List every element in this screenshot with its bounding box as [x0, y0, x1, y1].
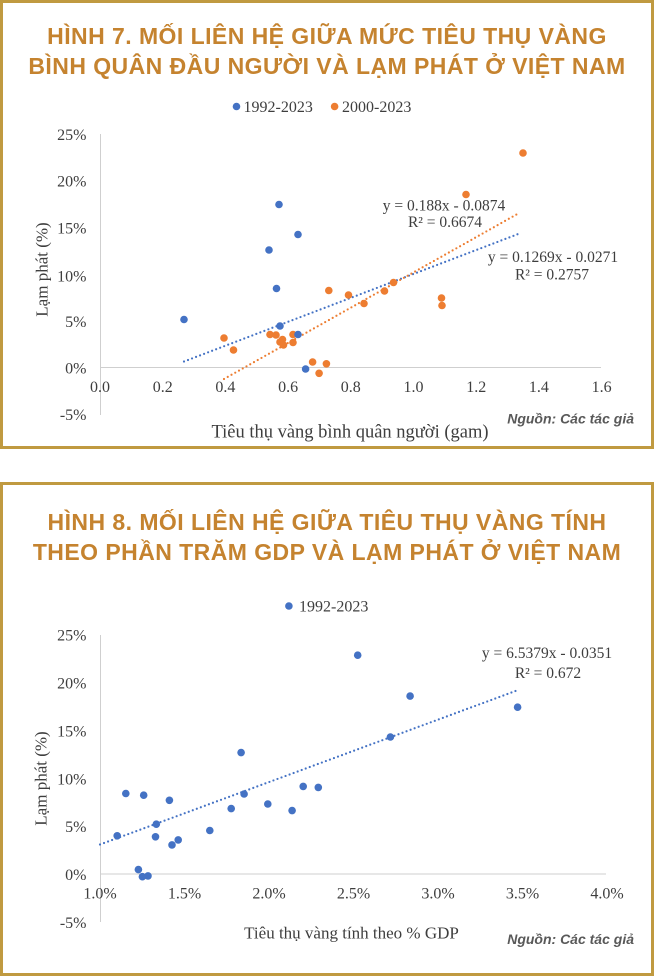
svg-text:5%: 5% — [65, 819, 86, 836]
svg-text:y = 6.5379x - 0.0351: y = 6.5379x - 0.0351 — [482, 645, 612, 662]
svg-text:1.5%: 1.5% — [168, 886, 201, 903]
svg-text:25%: 25% — [57, 127, 86, 144]
svg-text:1.0%: 1.0% — [83, 886, 116, 903]
svg-text:0.4: 0.4 — [215, 379, 235, 396]
svg-text:1.2: 1.2 — [466, 379, 486, 396]
svg-text:3.0%: 3.0% — [421, 886, 454, 903]
svg-text:0.8: 0.8 — [341, 379, 361, 396]
svg-text:10%: 10% — [57, 268, 86, 285]
svg-text:y = 0.188x - 0.0874: y = 0.188x - 0.0874 — [383, 197, 506, 214]
svg-text:15%: 15% — [57, 220, 86, 237]
svg-text:20%: 20% — [57, 676, 86, 693]
svg-text:3.5%: 3.5% — [506, 886, 539, 903]
svg-text:-5%: -5% — [60, 407, 87, 424]
svg-text:1.0: 1.0 — [404, 379, 424, 396]
svg-text:1992-2023: 1992-2023 — [299, 598, 368, 615]
svg-text:R² = 0.672: R² = 0.672 — [515, 665, 581, 682]
svg-text:Lạm phát (%): Lạm phát (%) — [32, 731, 51, 825]
svg-text:0.0: 0.0 — [90, 379, 110, 396]
svg-text:1992-2023: 1992-2023 — [244, 99, 313, 116]
svg-text:Nguồn: Các tác giả: Nguồn: Các tác giả — [507, 931, 634, 947]
svg-text:4.0%: 4.0% — [590, 886, 623, 903]
svg-text:y = 0.1269x - 0.0271: y = 0.1269x - 0.0271 — [488, 249, 618, 266]
svg-text:15%: 15% — [57, 723, 86, 740]
svg-text:2.5%: 2.5% — [337, 886, 370, 903]
svg-text:Tiêu thụ vàng bình quân người: Tiêu thụ vàng bình quân người (gam) — [211, 423, 488, 443]
svg-text:Nguồn: Các tác giả: Nguồn: Các tác giả — [507, 411, 634, 427]
svg-text:10%: 10% — [57, 771, 86, 788]
svg-text:20%: 20% — [57, 173, 86, 190]
svg-text:5%: 5% — [65, 314, 86, 331]
svg-text:0.2: 0.2 — [153, 379, 173, 396]
svg-text:R² = 0.6674: R² = 0.6674 — [408, 214, 482, 231]
svg-text:Lạm phát (%): Lạm phát (%) — [33, 222, 52, 316]
svg-text:R² = 0.2757: R² = 0.2757 — [515, 267, 589, 284]
svg-text:0%: 0% — [65, 360, 86, 377]
svg-text:Tiêu thụ vàng tính theo % GDP: Tiêu thụ vàng tính theo % GDP — [244, 924, 459, 943]
svg-text:1.4: 1.4 — [529, 379, 549, 396]
svg-text:1.6: 1.6 — [592, 379, 612, 396]
svg-text:0.6: 0.6 — [278, 379, 298, 396]
svg-text:2000-2023: 2000-2023 — [342, 99, 411, 116]
svg-text:25%: 25% — [57, 628, 86, 645]
svg-text:2.0%: 2.0% — [252, 886, 285, 903]
svg-text:-5%: -5% — [60, 915, 87, 932]
svg-text:0%: 0% — [65, 867, 86, 884]
